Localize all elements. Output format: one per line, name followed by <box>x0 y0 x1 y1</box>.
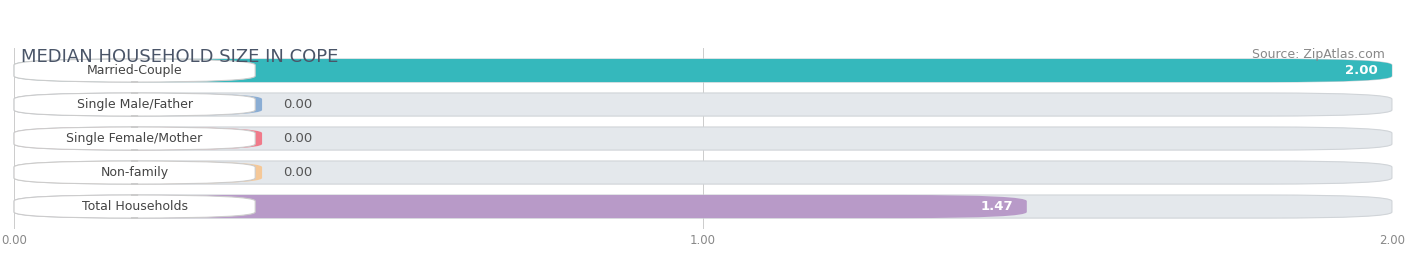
FancyBboxPatch shape <box>14 161 256 184</box>
Text: Single Female/Mother: Single Female/Mother <box>66 132 202 145</box>
Text: 0.00: 0.00 <box>283 132 312 145</box>
FancyBboxPatch shape <box>14 127 262 150</box>
FancyBboxPatch shape <box>14 59 1392 82</box>
FancyBboxPatch shape <box>14 195 1026 218</box>
Text: Source: ZipAtlas.com: Source: ZipAtlas.com <box>1253 48 1385 61</box>
Text: Total Households: Total Households <box>82 200 187 213</box>
Text: Married-Couple: Married-Couple <box>87 64 183 77</box>
FancyBboxPatch shape <box>14 127 256 150</box>
FancyBboxPatch shape <box>14 195 1392 218</box>
FancyBboxPatch shape <box>14 195 256 218</box>
FancyBboxPatch shape <box>14 127 1392 150</box>
Text: MEDIAN HOUSEHOLD SIZE IN COPE: MEDIAN HOUSEHOLD SIZE IN COPE <box>21 48 339 66</box>
FancyBboxPatch shape <box>14 93 1392 116</box>
FancyBboxPatch shape <box>14 59 1392 82</box>
Text: 1.47: 1.47 <box>980 200 1012 213</box>
FancyBboxPatch shape <box>14 59 256 82</box>
FancyBboxPatch shape <box>14 93 256 116</box>
Text: 0.00: 0.00 <box>283 166 312 179</box>
Text: 0.00: 0.00 <box>283 98 312 111</box>
FancyBboxPatch shape <box>14 161 1392 184</box>
FancyBboxPatch shape <box>14 161 262 184</box>
FancyBboxPatch shape <box>14 93 262 116</box>
Text: Non-family: Non-family <box>101 166 169 179</box>
Text: Single Male/Father: Single Male/Father <box>76 98 193 111</box>
Text: 2.00: 2.00 <box>1346 64 1378 77</box>
